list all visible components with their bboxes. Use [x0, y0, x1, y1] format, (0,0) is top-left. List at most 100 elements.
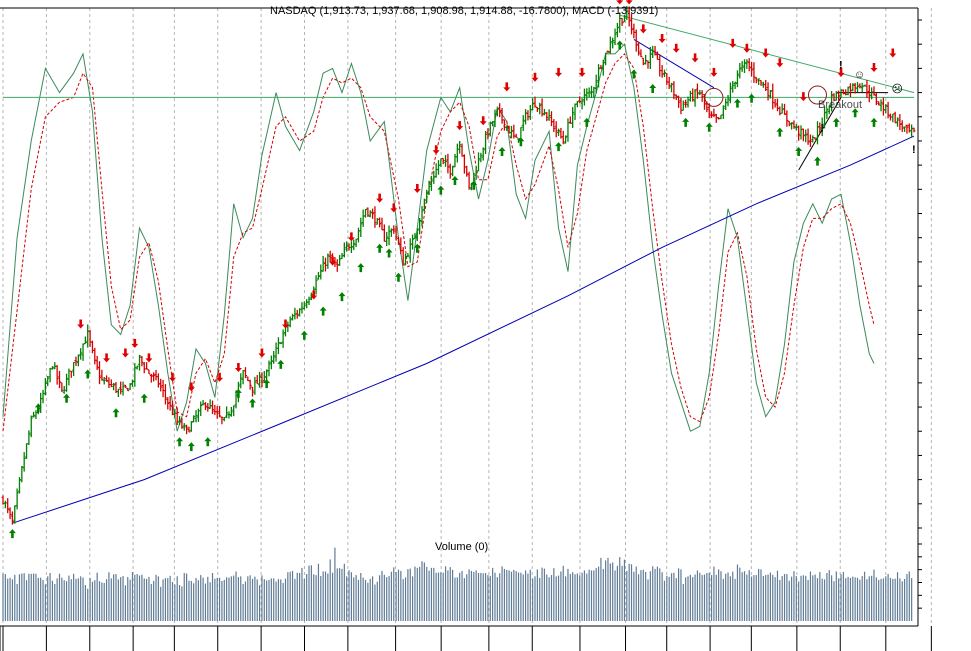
down-arrow-icon — [625, 0, 633, 5]
volume-axis — [918, 543, 922, 609]
up-arrow-icon — [84, 369, 92, 379]
signal-arrows — [8, 0, 897, 539]
up-arrow-icon — [832, 117, 840, 127]
up-arrow-icon — [385, 248, 393, 258]
up-arrow-icon — [517, 137, 525, 147]
down-arrow-icon — [390, 203, 398, 213]
down-arrow-icon — [672, 43, 680, 53]
up-arrow-icon — [470, 180, 478, 190]
up-arrow-icon — [34, 403, 42, 413]
up-arrow-icon — [583, 117, 591, 127]
chart-marks: !!! ☺ ☹ — [704, 60, 916, 156]
exclamation-icon: ! — [912, 144, 916, 156]
up-arrow-icon — [300, 330, 308, 340]
price-axis — [918, 19, 922, 529]
up-arrow-icon — [733, 98, 741, 108]
down-arrow-icon — [503, 82, 511, 92]
up-arrow-icon — [682, 117, 690, 127]
up-arrow-icon — [187, 442, 195, 452]
chart-header-title: NASDAQ (1,913.73, 1,937.68, 1,908.98, 1,… — [270, 5, 658, 17]
breakout-label: Breakout — [818, 99, 862, 111]
up-arrow-icon — [630, 69, 638, 79]
trendline-blue — [12, 135, 915, 524]
down-arrow-icon — [310, 290, 318, 300]
down-arrow-icon — [691, 53, 699, 63]
down-arrow-icon — [376, 193, 384, 203]
down-arrow-icon — [103, 353, 111, 363]
down-arrow-icon — [413, 184, 421, 194]
down-arrow-icon — [578, 67, 586, 77]
down-arrow-icon — [658, 34, 666, 44]
down-arrow-icon — [281, 319, 289, 329]
up-arrow-icon — [176, 437, 184, 447]
down-arrow-icon — [743, 43, 751, 53]
down-arrow-icon — [145, 353, 153, 363]
down-arrow-icon — [77, 319, 85, 329]
down-arrow-icon — [639, 24, 647, 34]
trendline-black — [798, 97, 842, 171]
down-arrow-icon — [799, 92, 807, 102]
down-arrow-icon — [837, 67, 845, 77]
volume-bars — [2, 547, 913, 621]
up-arrow-icon — [376, 243, 384, 253]
smile-icon: ☺ — [854, 69, 865, 81]
up-arrow-icon — [277, 359, 285, 369]
up-arrow-icon — [498, 146, 506, 156]
up-arrow-icon — [616, 40, 624, 50]
down-arrow-icon — [889, 48, 897, 58]
down-arrow-icon — [168, 372, 176, 382]
down-arrow-icon — [131, 338, 139, 348]
macd-line — [2, 43, 875, 432]
price-bars — [1, 5, 916, 525]
up-arrow-icon — [8, 529, 16, 539]
up-arrow-icon — [870, 117, 878, 127]
down-arrow-icon — [555, 67, 563, 77]
down-arrow-icon — [729, 38, 737, 48]
up-arrow-icon — [813, 156, 821, 166]
up-arrow-icon — [112, 408, 120, 418]
down-arrow-icon — [762, 48, 770, 58]
up-arrow-icon — [63, 393, 71, 403]
up-arrow-icon — [851, 108, 859, 118]
up-arrow-icon — [234, 388, 242, 398]
down-arrow-icon — [479, 116, 487, 126]
up-arrow-icon — [394, 272, 402, 282]
down-arrow-icon — [432, 145, 440, 155]
up-arrow-icon — [357, 263, 365, 273]
axes — [0, 7, 919, 651]
down-arrow-icon — [616, 0, 624, 5]
down-arrow-icon — [870, 63, 878, 73]
up-arrow-icon — [451, 175, 459, 185]
date-axis — [2, 626, 932, 651]
up-arrow-icon — [140, 393, 148, 403]
down-arrow-icon — [216, 372, 224, 382]
circle-mark — [704, 87, 724, 107]
down-arrow-icon — [531, 72, 539, 82]
up-arrow-icon — [338, 292, 346, 302]
up-arrow-icon — [413, 243, 421, 253]
up-arrow-icon — [748, 93, 756, 103]
trendline-blue — [633, 38, 715, 89]
frown-icon: ☹ — [892, 84, 903, 96]
exclamation-icon: ! — [839, 60, 843, 72]
down-arrow-icon — [329, 256, 337, 266]
volume-panel-title: Volume (0) — [435, 541, 488, 553]
up-arrow-icon — [776, 127, 784, 137]
exclamation-icon: ! — [820, 122, 824, 134]
up-arrow-icon — [555, 142, 563, 152]
up-arrow-icon — [319, 306, 327, 316]
down-arrow-icon — [456, 121, 464, 131]
up-arrow-icon — [649, 84, 657, 94]
down-arrow-icon — [710, 67, 718, 77]
down-arrow-icon — [187, 382, 195, 392]
up-arrow-icon — [204, 437, 212, 447]
up-arrow-icon — [437, 185, 445, 195]
down-arrow-icon — [776, 58, 784, 68]
down-arrow-icon — [234, 363, 242, 373]
up-arrow-icon — [263, 379, 271, 389]
circle-mark — [807, 85, 827, 105]
up-arrow-icon — [249, 398, 257, 408]
down-arrow-icon — [347, 232, 355, 242]
